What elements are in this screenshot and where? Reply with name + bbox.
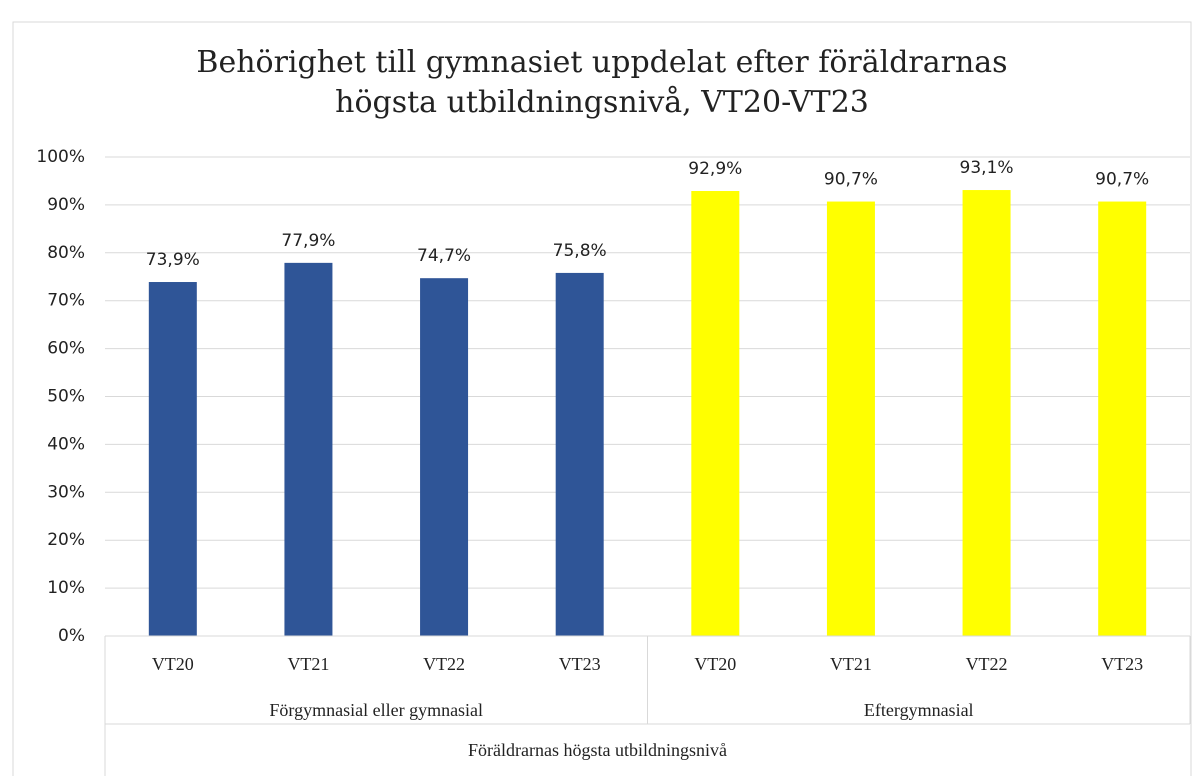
bar (555, 272, 604, 636)
chart-title: högsta utbildningsnivå, VT20-VT23 (335, 85, 869, 120)
x-tick-label: VT23 (559, 654, 601, 674)
data-label: 90,7% (1095, 170, 1149, 190)
x-tick-label: VT22 (423, 654, 465, 674)
data-label: 77,9% (281, 231, 335, 251)
x-tick-label: VT22 (966, 654, 1008, 674)
data-label: 90,7% (824, 170, 878, 190)
bar (1098, 201, 1147, 636)
data-label: 73,9% (146, 250, 200, 270)
data-label: 75,8% (553, 241, 607, 261)
y-tick-label: 30% (47, 482, 85, 502)
y-tick-label: 90% (47, 195, 85, 215)
y-tick-label: 100% (36, 147, 85, 167)
y-tick-label: 10% (47, 578, 85, 598)
x-tick-label: VT21 (830, 654, 872, 674)
data-label: 92,9% (688, 159, 742, 179)
y-tick-label: 50% (47, 387, 85, 407)
group-label: Förgymnasial eller gymnasial (269, 700, 483, 720)
axis-label: Föräldrarnas högsta utbildningsnivå (468, 740, 727, 760)
bar (148, 282, 197, 636)
bar (826, 201, 875, 636)
bar (962, 190, 1011, 636)
x-tick-label: VT21 (287, 654, 329, 674)
data-label: 74,7% (417, 246, 471, 266)
y-tick-label: 40% (47, 434, 85, 454)
group-label: Eftergymnasial (864, 700, 974, 720)
bar (284, 262, 333, 636)
y-tick-label: 60% (47, 339, 85, 359)
chart-title: Behörighet till gymnasiet uppdelat efter… (196, 45, 1007, 80)
x-tick-label: VT20 (694, 654, 736, 674)
bar (420, 278, 469, 636)
x-tick-label: VT23 (1101, 654, 1143, 674)
bar (691, 191, 740, 636)
data-label: 93,1% (960, 158, 1014, 178)
y-tick-label: 20% (47, 530, 85, 550)
y-tick-label: 80% (47, 243, 85, 263)
y-tick-label: 0% (58, 626, 85, 646)
x-tick-label: VT20 (152, 654, 194, 674)
y-tick-label: 70% (47, 291, 85, 311)
